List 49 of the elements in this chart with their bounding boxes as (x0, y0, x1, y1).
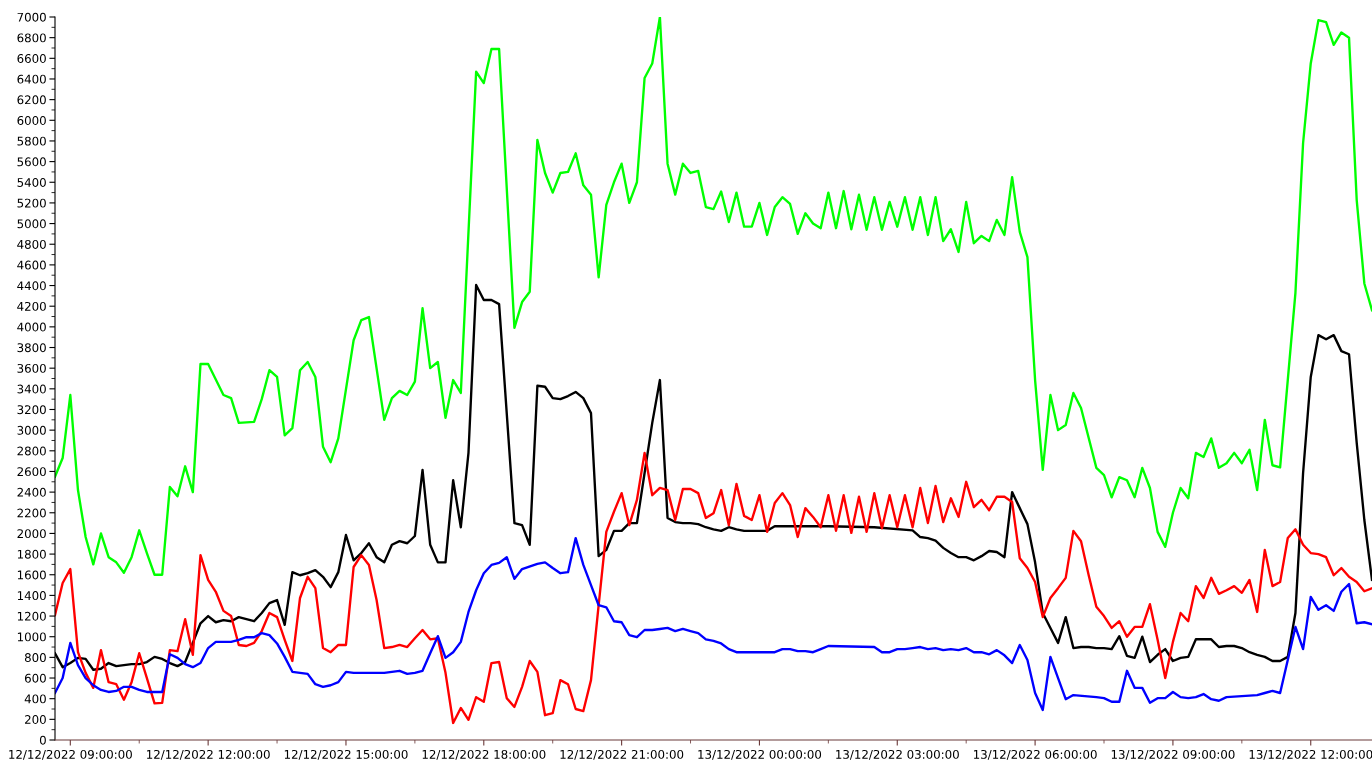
line-series (55, 451, 1372, 725)
y-tick-label: 5400 (17, 177, 46, 187)
y-tick-label: 5600 (17, 157, 46, 167)
y-tick-label: 3800 (17, 343, 46, 353)
y-tick-label: 1000 (17, 632, 46, 642)
x-tick-label: 12/12/2022 21:00:00 (560, 749, 684, 760)
y-tick-label: 1200 (17, 611, 46, 621)
x-tick-label: 13/12/2022 00:00:00 (698, 749, 822, 760)
y-tick-label: 800 (24, 653, 46, 663)
y-tick-label: 6400 (17, 74, 46, 84)
y-tick-label: 1800 (17, 549, 46, 559)
y-tick-label: 600 (24, 673, 46, 683)
y-tick-label: 400 (24, 694, 46, 704)
y-tick-label: 0 (39, 735, 46, 745)
y-tick-label: 2400 (17, 487, 46, 497)
y-tick-label: 1400 (17, 591, 46, 601)
y-tick-label: 4800 (17, 239, 46, 249)
y-tick-label: 3600 (17, 363, 46, 373)
y-tick-label: 1600 (17, 570, 46, 580)
y-tick-label: 2000 (17, 529, 46, 539)
line-series (55, 536, 1372, 712)
y-tick-label: 5000 (17, 219, 46, 229)
x-tick-label: 12/12/2022 18:00:00 (422, 749, 546, 760)
y-tick-label: 4200 (17, 301, 46, 311)
y-tick-label: 2600 (17, 467, 46, 477)
y-tick-label: 4400 (17, 281, 46, 291)
y-tick-label: 3200 (17, 405, 46, 415)
y-tick-label: 4000 (17, 322, 46, 332)
y-tick-label: 3000 (17, 425, 46, 435)
x-tick-label: 12/12/2022 09:00:00 (9, 749, 132, 760)
y-tick-label: 5200 (17, 198, 46, 208)
y-tick-label: 3400 (17, 384, 46, 394)
y-tick-label: 6800 (17, 33, 46, 43)
y-tick-label: 4600 (17, 260, 46, 270)
x-tick-label: 12/12/2022 15:00:00 (284, 749, 408, 760)
y-tick-label: 6200 (17, 95, 46, 105)
y-tick-label: 200 (25, 715, 46, 724)
line-series (55, 17, 1372, 576)
x-tick-label: 13/12/2022 12:00:00 (1249, 749, 1372, 760)
x-tick-label: 13/12/2022 03:00:00 (836, 749, 959, 760)
x-tick-label: 13/12/2022 06:00:00 (973, 749, 1097, 760)
y-tick-label: 5800 (17, 136, 46, 146)
y-tick-label: 7000 (17, 12, 46, 22)
y-tick-label: 2800 (17, 446, 46, 456)
y-tick-label: 2200 (17, 508, 46, 518)
y-tick-label: 6000 (17, 116, 46, 125)
x-tick-label: 12/12/2022 12:00:00 (147, 749, 270, 760)
x-tick-label: 13/12/2022 09:00:00 (1111, 749, 1235, 760)
y-tick-label: 6600 (17, 54, 46, 63)
